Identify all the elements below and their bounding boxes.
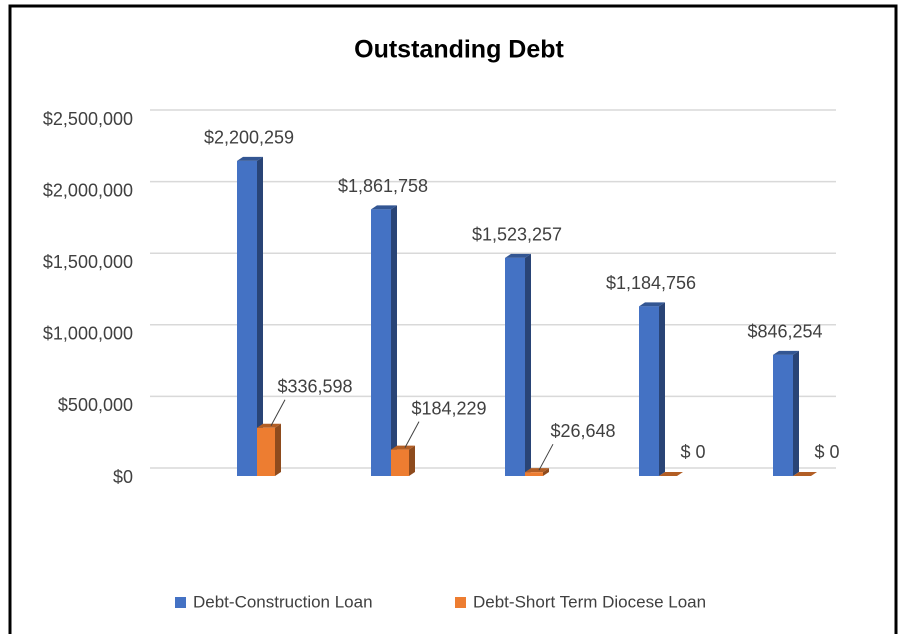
leader-line [538,443,554,471]
legend-swatch [175,597,186,608]
y-tick-label: $1,500,000 [43,252,133,272]
value-label: $1,861,758 [338,176,428,196]
leader-line [270,399,286,427]
bar-side [543,468,549,476]
bar-top [773,350,799,355]
bar-top [237,156,263,161]
bar-top [391,445,415,450]
value-label: $1,184,756 [606,273,696,293]
y-tick-label: $2,000,000 [43,180,133,200]
bar [525,472,543,476]
bar-top [525,468,549,473]
bar-top [659,472,683,476]
bar-side [391,205,397,477]
bar-side [275,423,281,476]
bar-top [257,423,281,428]
y-tick-label: $500,000 [58,395,133,415]
value-label: $ 0 [814,442,839,462]
value-label: $26,648 [550,421,615,441]
bar-top [793,472,817,476]
value-label: $1,523,257 [472,225,562,245]
bar [505,257,525,476]
y-tick-label: $0 [113,467,133,487]
legend-swatch [455,597,466,608]
value-label: $184,229 [411,398,486,418]
bar [773,354,793,476]
bar [639,306,659,476]
leader-line [404,421,420,448]
legend-label: Debt-Short Term Diocese Loan [473,592,706,611]
bar-top [639,302,665,307]
bar-top [505,253,531,258]
value-label: $2,200,259 [204,128,294,148]
y-tick-label: $1,000,000 [43,324,133,344]
bar-side [257,156,263,476]
value-label: $ 0 [680,442,705,462]
bar [237,160,257,476]
legend-label: Debt-Construction Loan [193,592,373,611]
value-label: $846,254 [747,322,822,342]
bar [257,427,275,476]
bar-side [525,253,531,476]
bar-side [659,302,665,476]
bar-side [793,350,799,476]
chart-title: Outstanding Debt [354,36,564,64]
frame [8,4,898,634]
bar [391,449,409,476]
bar [371,209,391,477]
bar-top [371,205,397,210]
y-tick-label: $2,500,000 [43,109,133,129]
value-label: $336,598 [277,377,352,397]
bar-side [409,445,415,476]
